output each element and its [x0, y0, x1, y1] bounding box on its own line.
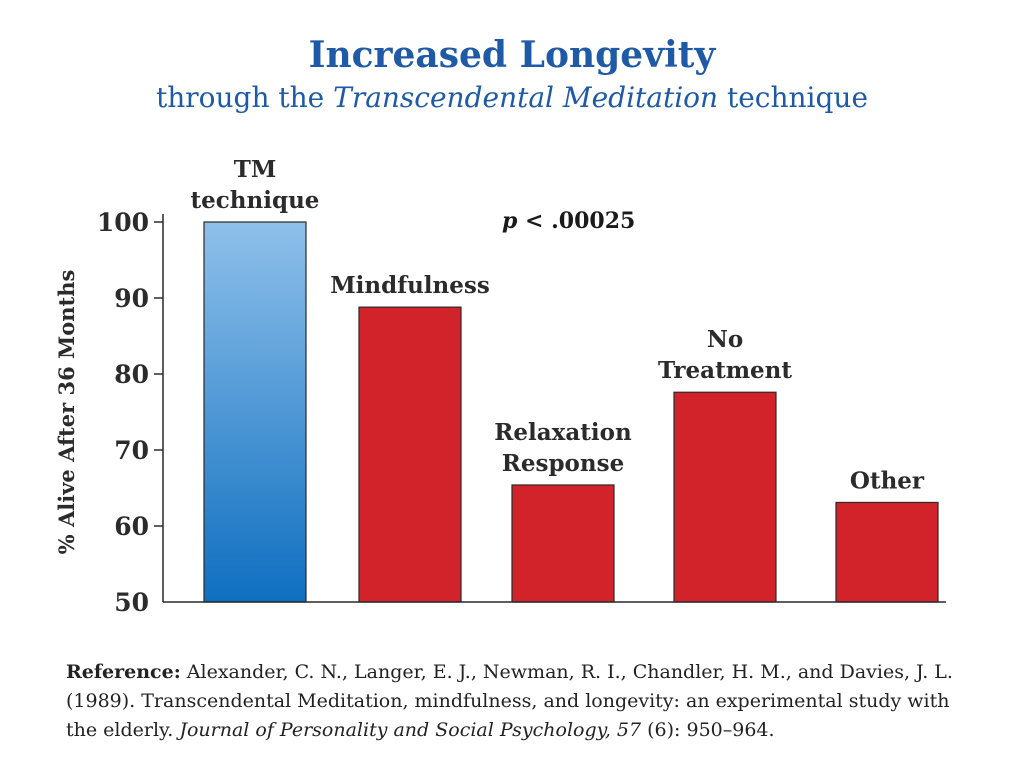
- title-block: Increased Longevity through the Transcen…: [0, 34, 1024, 118]
- bar-other: [835, 501, 939, 603]
- bar-mindfulness: [358, 306, 462, 603]
- y-axis-label: % Alive After 36 Months: [54, 270, 79, 555]
- bar-label: Mindfulness: [330, 272, 490, 299]
- bar-relaxation-response: [511, 484, 615, 603]
- reference-label: Reference:: [66, 661, 181, 683]
- p-threshold: < .00025: [517, 208, 635, 234]
- y-tick-label: 50: [114, 588, 149, 617]
- bar-label: TM: [234, 156, 277, 183]
- y-tick-label: 100: [97, 208, 149, 237]
- reference-citation: Reference: Alexander, C. N., Langer, E. …: [66, 658, 966, 745]
- y-tick-label: 70: [114, 436, 149, 465]
- subtitle-italic: Transcendental Meditation: [333, 81, 719, 114]
- bar-label: No: [707, 326, 743, 353]
- subtitle-suffix: technique: [718, 81, 869, 114]
- y-tick-label: 80: [114, 360, 149, 389]
- p-symbol: p: [502, 208, 518, 234]
- bar-label: Treatment: [658, 357, 792, 384]
- reference-journal: Journal of Personality and Social Psycho…: [179, 719, 642, 741]
- subtitle-prefix: through the: [155, 81, 334, 114]
- bar-no-treatment: [673, 391, 777, 603]
- y-tick-label: 60: [114, 512, 149, 541]
- chart-title: Increased Longevity: [308, 34, 716, 76]
- bar-label: Response: [502, 450, 624, 477]
- bar-label: Other: [850, 467, 925, 494]
- chart-subtitle: through the Transcendental Meditation te…: [0, 78, 1024, 118]
- p-value-annotation: p < .00025: [502, 208, 635, 234]
- reference-text: Alexander, C. N., Langer, E. J., Newman,…: [66, 661, 953, 741]
- reference-pages: (6): 950–964.: [641, 719, 775, 741]
- bar-label: Relaxation: [494, 419, 632, 446]
- y-tick-label: 90: [114, 284, 149, 313]
- bar-tm-technique: [203, 221, 307, 603]
- bar-label: technique: [191, 187, 320, 214]
